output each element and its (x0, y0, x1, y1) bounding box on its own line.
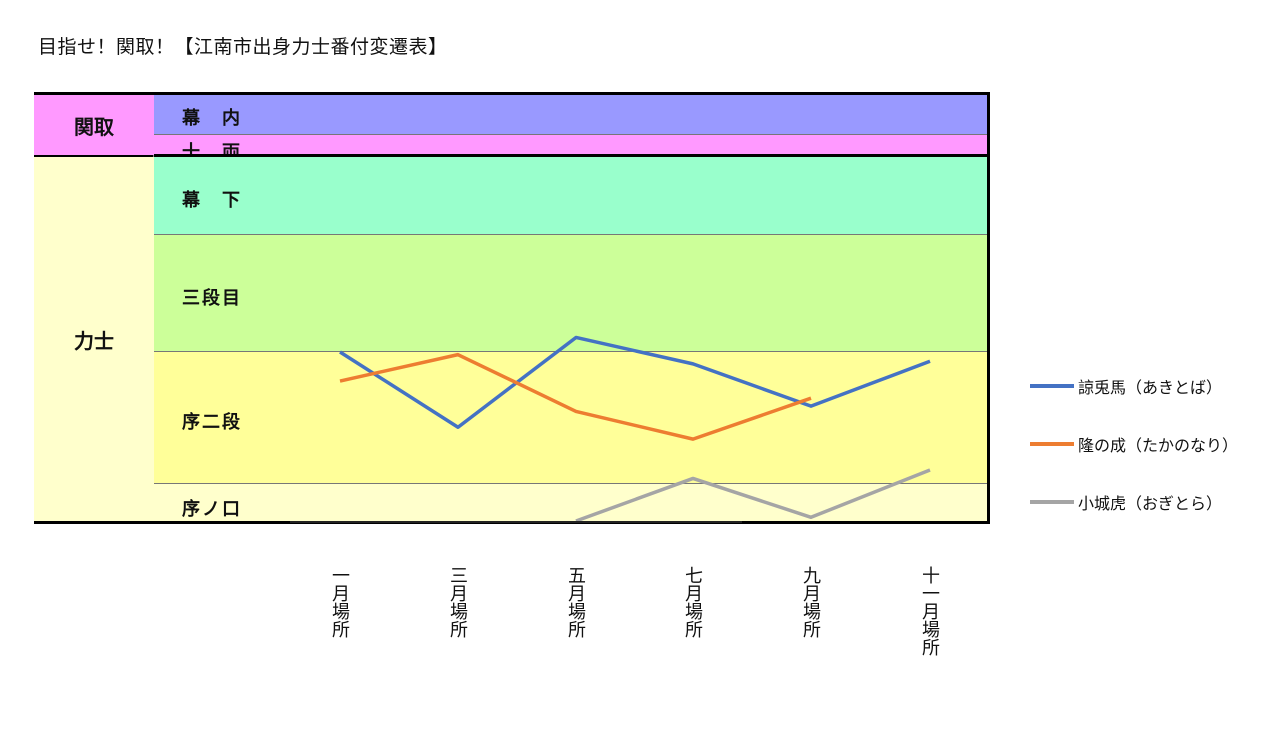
chart-title: 目指せ！関取！【江南市出身力士番付変遷表】 (38, 36, 448, 58)
legend-label-akitoba: 諒兎馬（あきとば） (1078, 378, 1223, 397)
series-line-2 (575, 468, 931, 523)
rank-label-2: 幕 下 (182, 190, 242, 211)
x-tick-label-3: 七月場所 (682, 566, 703, 638)
rank-label-3: 三段目 (182, 288, 242, 309)
group-sekitori-label: 関取 (74, 114, 114, 139)
rank-band-3 (154, 235, 987, 352)
rank-band-2 (154, 157, 987, 235)
rank-band-0 (154, 95, 987, 135)
group-rikishi-label: 力士 (74, 328, 114, 353)
legend-label-takanonari: 隆の成（たかのなり） (1078, 436, 1239, 455)
group-rikishi: 力士 (34, 157, 154, 521)
x-tick-label-5: 十一月場所 (919, 566, 940, 656)
legend-item-takanonari: 隆の成（たかのなり） (1030, 432, 1238, 456)
legend-item-akitoba: 諒兎馬（あきとば） (1030, 374, 1222, 398)
rank-label-4: 序二段 (182, 412, 242, 433)
legend-swatch-ogitora (1030, 500, 1074, 504)
sekitori-divider (34, 154, 990, 157)
rank-band-4 (154, 352, 987, 484)
group-sekitori: 関取 (34, 95, 154, 155)
legend-swatch-akitoba (1030, 384, 1074, 388)
rank-label-5: 序ノ口 (182, 499, 242, 520)
rank-label-0: 幕 内 (182, 108, 242, 129)
legend-swatch-takanonari (1030, 442, 1074, 446)
series-line-0 (339, 335, 931, 429)
legend-item-ogitora: 小城虎（おぎとら） (1030, 490, 1222, 514)
x-tick-label-4: 九月場所 (800, 566, 821, 638)
x-tick-label-1: 三月場所 (447, 566, 468, 638)
legend-label-ogitora: 小城虎（おぎとら） (1078, 494, 1223, 513)
x-tick-label-2: 五月場所 (565, 566, 586, 638)
x-tick-label-0: 一月場所 (329, 566, 350, 638)
